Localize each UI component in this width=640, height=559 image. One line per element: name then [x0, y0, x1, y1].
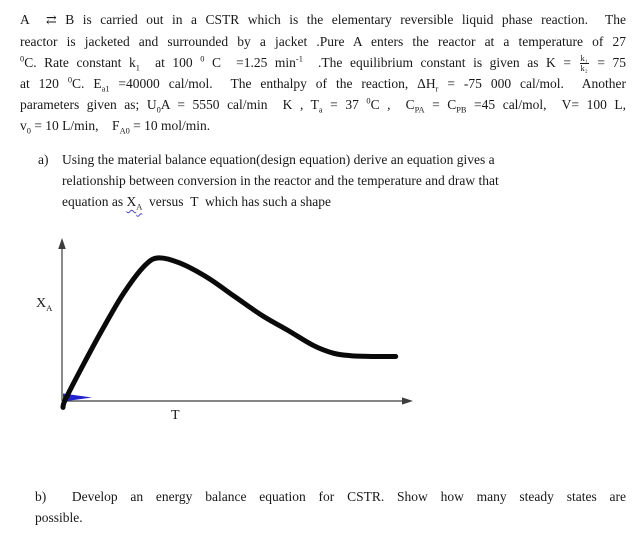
text-line: A ⇄ B is carried out in a CSTR which is …	[20, 12, 626, 27]
origin-ink-mark	[63, 393, 92, 402]
x-axis-arrowhead	[402, 397, 413, 405]
conversion-curve	[60, 255, 399, 410]
text-line: 0C. Rate constant k1 at 100 0 C =1.25 mi…	[20, 52, 626, 74]
x-axis-label: T	[171, 408, 180, 423]
text-line: possible.	[35, 510, 83, 525]
xa-vs-t-sketch: XA T	[0, 235, 440, 435]
text-line: b) Develop an energy balance equation fo…	[35, 489, 626, 504]
y-axis-label: XA	[36, 296, 53, 313]
text-line: parameters given as; U0A = 5550 cal/min …	[20, 96, 626, 115]
text-line: v0 = 10 L/min, FA0 = 10 mol/min.	[20, 118, 211, 136]
y-axis-arrowhead	[58, 238, 66, 249]
text-line: at 120 0C. Ea1 =40000 cal/mol. The entha…	[20, 75, 626, 94]
inline-fraction: k₁ k₂	[579, 52, 589, 74]
text-line: equation as XA versus T which has such a…	[62, 194, 331, 212]
text-line: Using the material balance equation(desi…	[62, 152, 495, 167]
axes	[61, 247, 406, 402]
question-part-a: a) Using the material balance equation(d…	[38, 149, 618, 212]
problem-statement: A ⇄ B is carried out in a CSTR which is …	[20, 9, 626, 136]
graph-canvas	[58, 238, 413, 410]
text-line: reactor is jacketed and surrounded by a …	[20, 34, 626, 49]
question-part-b: b) Develop an energy balance equation fo…	[35, 486, 626, 528]
text-line: relationship between conversion in the r…	[62, 173, 499, 188]
part-a-label: a)	[38, 152, 49, 167]
